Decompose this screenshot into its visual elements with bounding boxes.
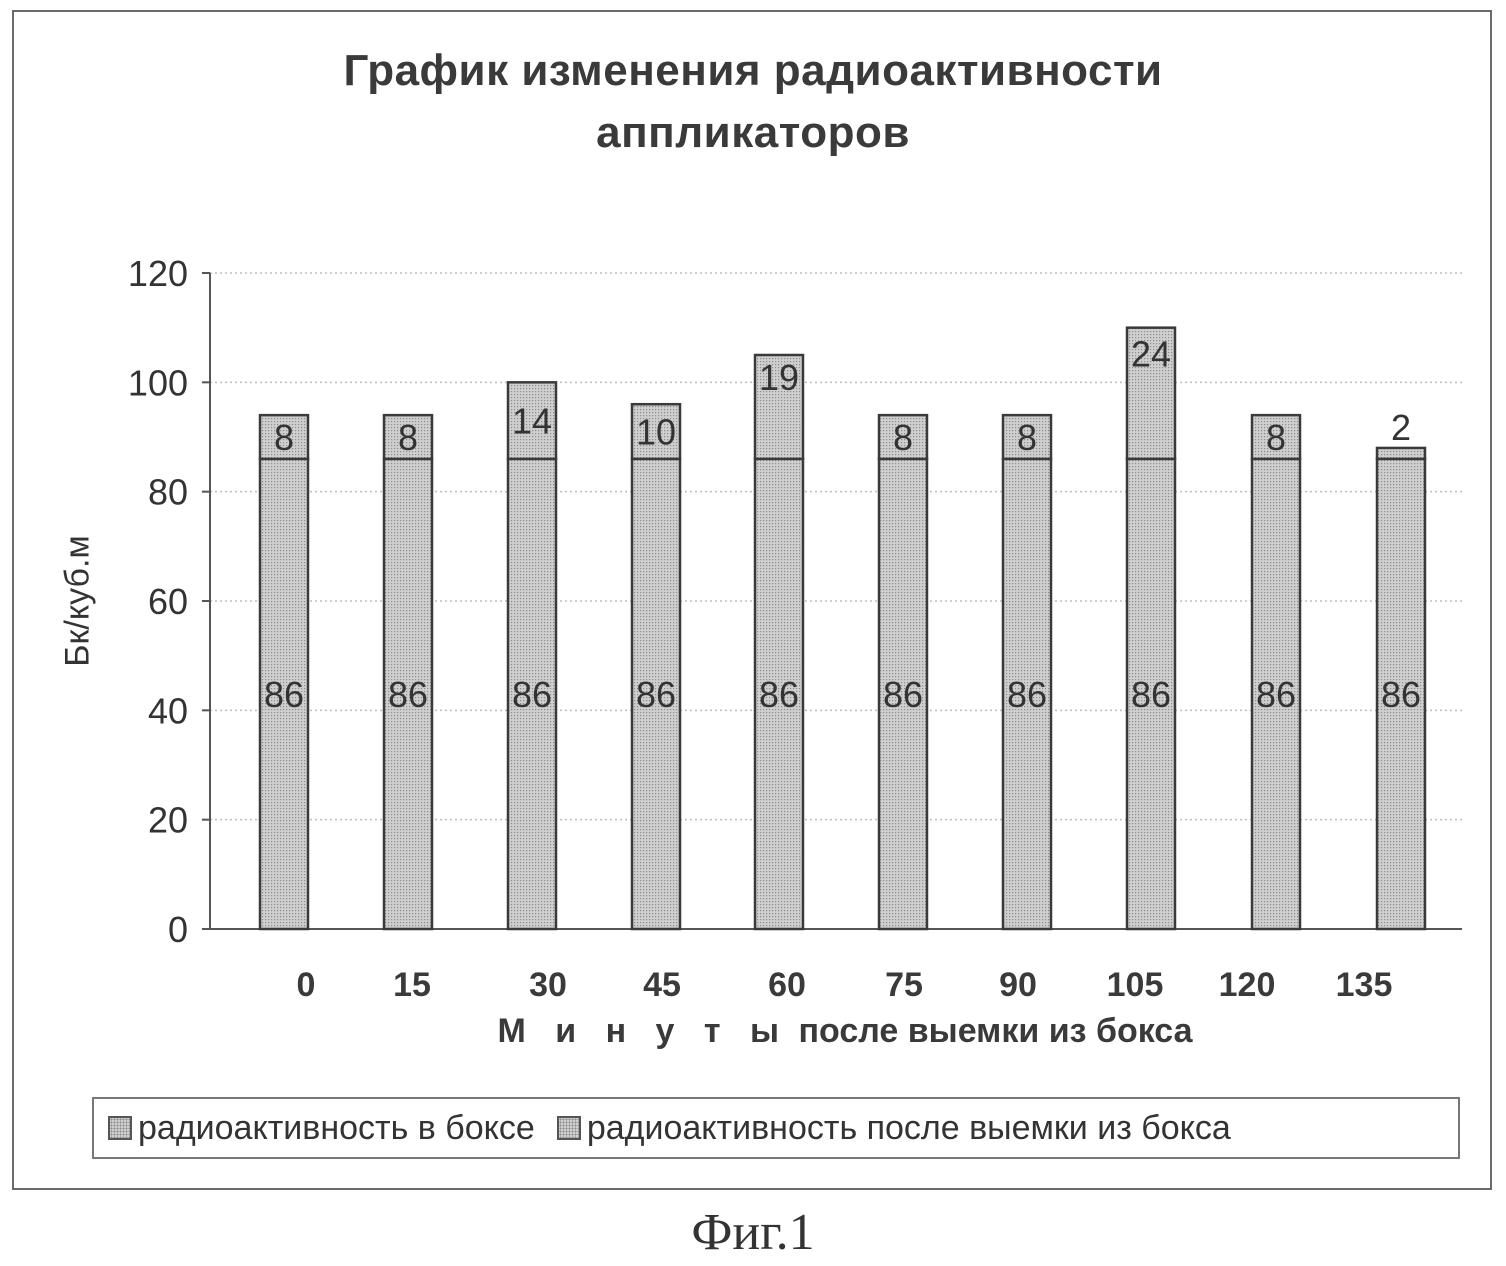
- data-label-in-box: 86: [388, 674, 428, 715]
- y-tick-label: 20: [148, 800, 188, 841]
- data-label-after-removal: 8: [398, 417, 418, 458]
- figure-caption: Фиг.1: [0, 1203, 1506, 1262]
- y-tick-label: 60: [148, 581, 188, 622]
- x-axis-label-word-4: бокса: [1096, 1012, 1193, 1050]
- x-axis-label-word-1: М и н у т ы: [497, 1012, 789, 1050]
- x-tick-label: 135: [1336, 966, 1393, 1004]
- data-label-after-removal: 8: [274, 417, 294, 458]
- legend-item-after-removal: радиоактивность после выемки из бокса: [557, 1109, 1231, 1148]
- data-label-after-removal: 8: [1266, 417, 1286, 458]
- data-label-after-removal: 19: [759, 357, 799, 398]
- legend-item-in-box: радиоактивность в боксе: [108, 1109, 535, 1148]
- data-label-in-box: 86: [1131, 674, 1171, 715]
- data-label-after-removal: 24: [1131, 334, 1171, 375]
- x-tick-label: 120: [1219, 966, 1276, 1004]
- x-tick-label: 60: [768, 966, 806, 1004]
- data-label-in-box: 86: [1381, 674, 1421, 715]
- data-label-in-box: 86: [264, 674, 304, 715]
- data-label-after-removal: 14: [512, 401, 552, 442]
- data-label-after-removal: 8: [1017, 417, 1037, 458]
- x-tick-label: 45: [643, 966, 681, 1004]
- data-label-in-box: 86: [883, 674, 923, 715]
- x-tick-label: 105: [1107, 966, 1164, 1004]
- bars: [260, 328, 1425, 929]
- data-label-in-box: 86: [512, 674, 552, 715]
- data-label-in-box: 86: [1007, 674, 1047, 715]
- x-tick-label: 0: [297, 966, 316, 1004]
- y-tick-label: 100: [128, 362, 188, 403]
- x-tick-label: 15: [393, 966, 431, 1004]
- data-label-in-box: 86: [759, 674, 799, 715]
- x-tick-label: 90: [999, 966, 1037, 1004]
- x-axis-label-word-3: из: [1049, 1012, 1087, 1050]
- legend-swatch-after-removal: [557, 1116, 581, 1140]
- data-label-after-removal: 2: [1391, 407, 1411, 448]
- data-labels: 86 8 86 8 86 14 86 10 86 19 86 8 86 8 86 24 86 8 86 2: [264, 334, 1421, 715]
- data-label-in-box: 86: [636, 674, 676, 715]
- x-axis-label-word-2: после выемки: [799, 1012, 1040, 1050]
- data-label-in-box: 86: [1256, 674, 1296, 715]
- y-tick-label: 80: [148, 472, 188, 513]
- x-axis-label: М и н у т ы после выемки из бокса: [497, 1012, 1192, 1051]
- legend-swatch-in-box: [108, 1116, 132, 1140]
- y-tick-label: 120: [128, 253, 188, 294]
- data-label-after-removal: 8: [893, 417, 913, 458]
- x-tick-labels: 0 15 30 45 60 75 90 105 120 135: [297, 966, 1393, 1004]
- y-tick-label: 40: [148, 690, 188, 731]
- data-label-after-removal: 10: [636, 412, 676, 453]
- x-tick-label: 75: [885, 966, 923, 1004]
- bar-after-removal: [1377, 448, 1425, 459]
- y-tick-label: 0: [168, 909, 188, 950]
- legend: радиоактивность в боксе радиоактивность …: [92, 1097, 1460, 1159]
- y-tick-labels: 0 20 40 60 80 100 120: [128, 253, 188, 950]
- legend-label-in-box: радиоактивность в боксе: [138, 1109, 535, 1148]
- x-tick-label: 30: [529, 966, 567, 1004]
- legend-label-after-removal: радиоактивность после выемки из бокса: [587, 1109, 1231, 1148]
